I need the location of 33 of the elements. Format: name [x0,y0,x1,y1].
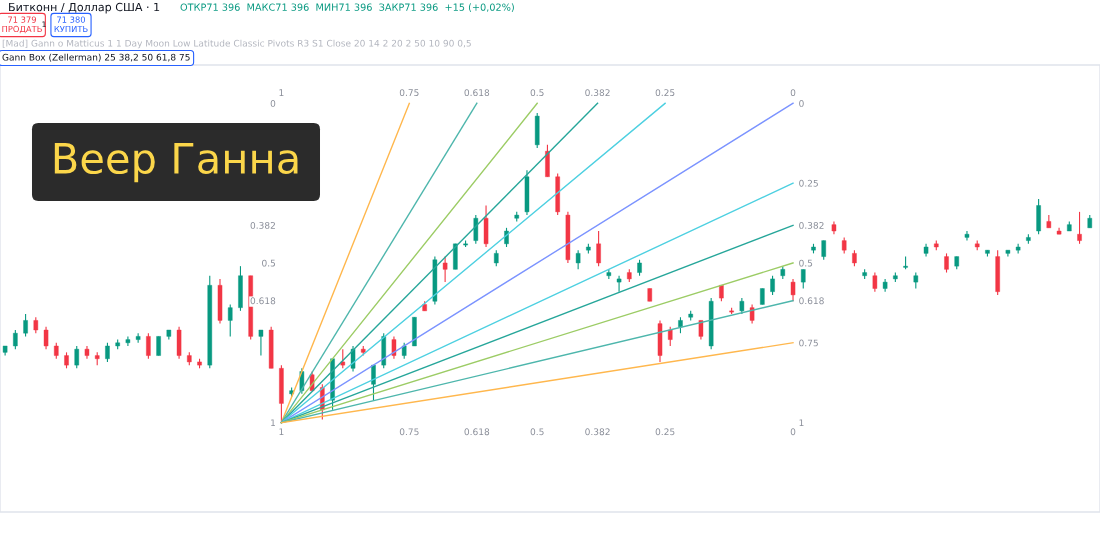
y-tick-label: 0.382 [250,222,275,229]
x2-tick-label: 0.75 [399,428,419,436]
text: Gann Box (Zellerman) 25 38,2 50 61,8 75 [2,53,190,62]
text: 71 380 КУПИТЬ [54,16,88,32]
y-tick-label: 0.618 [250,297,276,305]
x-tick-label: 0.25 [655,89,675,97]
y2-tick-label: 0.75 [799,339,818,347]
y2-tick-label: 0.5 [799,259,813,267]
x-tick-label: 0 [790,89,796,97]
y2-tick-label: 0.25 [799,179,818,187]
x-tick-label: 0.618 [464,89,490,97]
text: Веер Ганна [54,143,298,183]
y2-tick-label: 0 [799,100,804,107]
text: Битконн / Доллар США · 1 [9,2,160,14]
x2-tick-label: 0.618 [464,428,490,436]
text: 71 379 ПРОДАТЬ [2,16,42,34]
y2-tick-label: 0.618 [799,297,824,305]
x-tick-label: 0.382 [585,89,610,97]
x-tick-label: 0.5 [530,89,544,97]
y2-tick-label: 1 [799,419,804,427]
x2-tick-label: 0 [790,428,796,436]
y-tick-label: 1 [271,419,276,427]
x-tick-label: 0.75 [399,89,419,97]
x-tick-label: 1 [279,89,284,96]
x2-tick-label: 0.382 [585,428,610,436]
text: ОТКР71 396 МАКС71 396 МИН71 396 ЗАКР71 396 +15 (+0,02%) [180,3,514,12]
y-tick-label: 0 [270,100,276,107]
y2-tick-label: 0.382 [799,222,824,229]
y-tick-label: 0.5 [262,259,276,267]
x2-tick-label: 1 [279,428,284,436]
x2-tick-label: 0.25 [655,428,675,436]
text: [Mad] Gann o Matticus 1 1 Day Moon Low Latitude Classic Pivots R3 S1 Close 20 14 2 20 2 50 10 90 0,5 [2,39,471,49]
x2-tick-label: 0.5 [530,428,544,436]
